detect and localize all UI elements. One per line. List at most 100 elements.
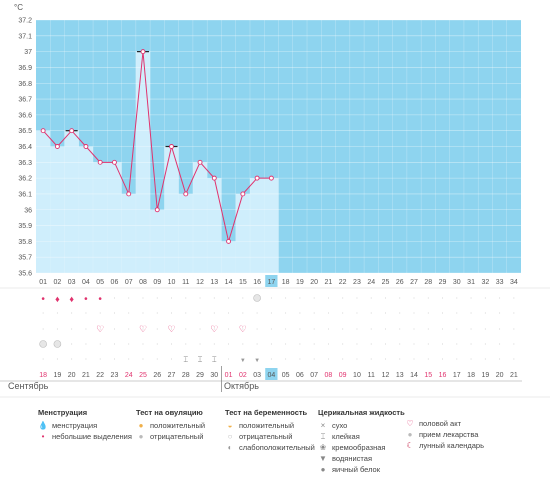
temperature-point xyxy=(211,175,217,181)
grid-dot xyxy=(42,297,44,299)
cycle-day-label: 18 xyxy=(282,279,290,286)
grid-dot xyxy=(42,358,44,360)
grid-dot xyxy=(56,358,58,360)
grid-dot xyxy=(270,358,272,360)
cycle-day-label: 04 xyxy=(82,279,90,286)
grid-dot xyxy=(399,328,401,330)
dry-icon: × xyxy=(320,420,326,430)
cycle-day-label: 25 xyxy=(382,279,390,286)
watery-icon: ▼ xyxy=(240,358,246,364)
calendar-date-label: 02 xyxy=(239,372,247,379)
grid-dot xyxy=(456,328,458,330)
grid-dot xyxy=(413,297,415,299)
grid-dot xyxy=(399,312,401,314)
calendar-date-label: 07 xyxy=(310,372,318,379)
grid-dot xyxy=(413,328,415,330)
grid-dot xyxy=(484,297,486,299)
grid-dot xyxy=(85,297,87,299)
cycle-day-label: 14 xyxy=(225,279,233,286)
y-tick-label: 36.6 xyxy=(18,112,32,119)
y-tick-label: 35.8 xyxy=(18,239,32,246)
grid-dot xyxy=(171,297,173,299)
calendar-date-label: 18 xyxy=(467,372,475,379)
grid-dot xyxy=(113,312,115,314)
y-tick-label: 36.1 xyxy=(18,191,32,198)
grid-dot xyxy=(470,343,472,345)
calendar-date-label: 26 xyxy=(153,372,161,379)
legend-menstruation: Менструация 💧 менструация • небольшие выде… xyxy=(38,408,132,442)
grid-dot xyxy=(342,328,344,330)
y-tick-label: 37 xyxy=(24,49,32,56)
calendar-date-label: 17 xyxy=(453,372,461,379)
grid-dot xyxy=(199,312,201,314)
grid-dot xyxy=(256,328,258,330)
grid-dot xyxy=(113,358,115,360)
discharge-drop-icon: • xyxy=(41,294,45,305)
grid-dot xyxy=(442,328,444,330)
grid-dot xyxy=(370,343,372,345)
heart-icon: ♡ xyxy=(210,324,218,334)
grid-dot xyxy=(442,312,444,314)
grid-dot xyxy=(499,297,501,299)
grid-dot xyxy=(199,297,201,299)
y-tick-label: 36.9 xyxy=(18,65,32,72)
grid-dot xyxy=(71,358,73,360)
grid-dot xyxy=(113,297,115,299)
grid-dot xyxy=(171,328,173,330)
temperature-bar xyxy=(36,130,51,273)
cycle-day-label: 16 xyxy=(253,279,261,286)
calendar-date-label: 06 xyxy=(296,372,304,379)
cycle-day-label: 33 xyxy=(496,279,504,286)
y-tick-label: 36.8 xyxy=(18,81,32,88)
grid-dot xyxy=(342,297,344,299)
grid-dot xyxy=(370,312,372,314)
grid-dot xyxy=(213,358,215,360)
cycle-day-label: 08 xyxy=(139,279,147,286)
grid-dot xyxy=(85,343,87,345)
legend-item: клейкая xyxy=(332,432,360,441)
grid-dot xyxy=(285,328,287,330)
calendar-date-label: 04 xyxy=(267,372,275,379)
grid-dot xyxy=(327,297,329,299)
temperature-bar xyxy=(235,193,250,273)
grid-dot xyxy=(42,312,44,314)
cycle-day-label: 26 xyxy=(396,279,404,286)
grid-dot xyxy=(228,328,230,330)
grid-dot xyxy=(427,358,429,360)
grid-dot xyxy=(199,328,201,330)
grid-dot xyxy=(228,297,230,299)
temperature-bar xyxy=(93,162,108,273)
grid-dot xyxy=(142,312,144,314)
calendar-date-label: 20 xyxy=(68,372,76,379)
today-highlight-top xyxy=(265,275,278,287)
legend-item: положительный xyxy=(150,421,206,430)
grid-dot xyxy=(342,312,344,314)
grid-dot xyxy=(356,328,358,330)
moon-icon: ☾ xyxy=(406,440,414,450)
today-highlight-bottom xyxy=(265,368,278,380)
grid-dot xyxy=(299,297,301,299)
grid-dot xyxy=(313,297,315,299)
grid-dot xyxy=(442,343,444,345)
grid-dot xyxy=(156,328,158,330)
grid-dot xyxy=(427,297,429,299)
grid-dot xyxy=(470,312,472,314)
grid-dot xyxy=(185,328,187,330)
grid-dot xyxy=(399,358,401,360)
grid-dot xyxy=(370,328,372,330)
grid-dot xyxy=(285,312,287,314)
legend-item: отрицательный xyxy=(150,432,204,441)
temperature-point xyxy=(54,144,60,149)
cycle-day-label: 29 xyxy=(439,279,447,286)
grid-dot xyxy=(427,343,429,345)
y-tick-label: 36.2 xyxy=(18,176,32,183)
grid-dot xyxy=(427,312,429,314)
grid-dot xyxy=(142,297,144,299)
discharge-drop-icon: • xyxy=(84,294,88,305)
legend-item: яичный белок xyxy=(332,465,381,474)
pregnancy-weak-icon: ◐ xyxy=(227,442,233,452)
cycle-day-label: 17 xyxy=(267,279,275,286)
calendar-date-label: 15 xyxy=(424,372,432,379)
grid-dot xyxy=(185,358,187,360)
grid-dot xyxy=(71,328,73,330)
